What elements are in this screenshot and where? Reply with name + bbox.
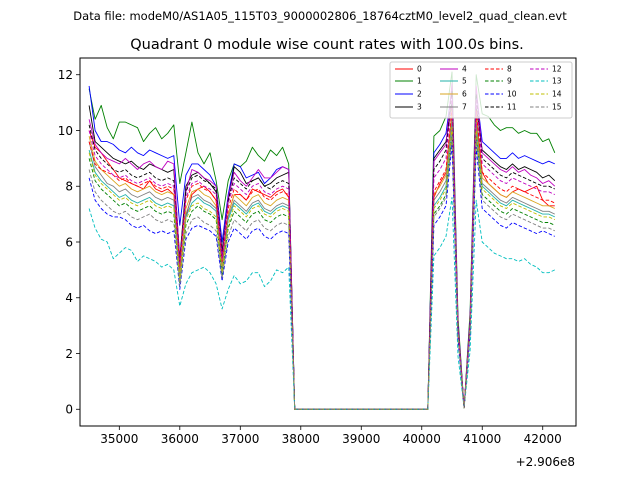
legend-label-9: 9 (507, 77, 512, 86)
chart-title: Quadrant 0 module wise count rates with … (130, 37, 524, 53)
x-tick-label: 35000 (100, 432, 138, 446)
x-tick-label: 42000 (524, 432, 562, 446)
series-line-15 (88, 135, 555, 410)
y-tick-label: 2 (65, 347, 73, 361)
legend-frame (389, 61, 573, 119)
legend-label-7: 7 (462, 103, 467, 112)
y-tick-label: 12 (58, 68, 73, 82)
x-tick-label: 39000 (342, 432, 380, 446)
series-line-13 (88, 196, 555, 410)
legend-label-8: 8 (507, 65, 512, 74)
legend-label-10: 10 (507, 90, 517, 99)
x-axis: 35000 36000 37000 38000 39000 40000 41000 42000 (100, 426, 562, 446)
legend-label-0: 0 (417, 65, 422, 74)
x-tick-label: 40000 (403, 432, 441, 446)
legend-label-11: 11 (507, 103, 517, 112)
legend-label-14: 14 (552, 90, 562, 99)
legend-label-6: 6 (462, 90, 467, 99)
series-layer (88, 71, 556, 410)
y-tick-label: 4 (65, 291, 73, 305)
legend-label-12: 12 (552, 65, 562, 74)
legend-label-5: 5 (462, 77, 467, 86)
x-axis-offset-label: +2.906e8 (516, 455, 575, 469)
x-tick-label: 41000 (463, 432, 501, 446)
y-tick-label: 8 (65, 180, 73, 194)
legend-label-3: 3 (417, 103, 422, 112)
y-tick-label: 10 (58, 124, 73, 138)
x-tick-label: 37000 (221, 432, 259, 446)
plot-area: 35000 36000 37000 38000 39000 40000 41000 42000… (58, 57, 577, 469)
legend-label-1: 1 (417, 77, 422, 86)
legend-label-15: 15 (552, 103, 562, 112)
x-tick-label: 36000 (161, 432, 199, 446)
y-tick-label: 6 (65, 235, 73, 249)
figure-suptitle: Data file: modeM0/AS1A05_115T03_90000028… (73, 9, 567, 23)
legend-label-4: 4 (462, 65, 467, 74)
y-axis: 0 2 4 6 8 10 12 (58, 68, 80, 417)
y-tick-label: 0 (65, 403, 73, 417)
legend-label-2: 2 (417, 90, 422, 99)
x-tick-label: 38000 (282, 432, 320, 446)
series-line-10 (88, 143, 555, 410)
legend-label-13: 13 (552, 77, 562, 86)
